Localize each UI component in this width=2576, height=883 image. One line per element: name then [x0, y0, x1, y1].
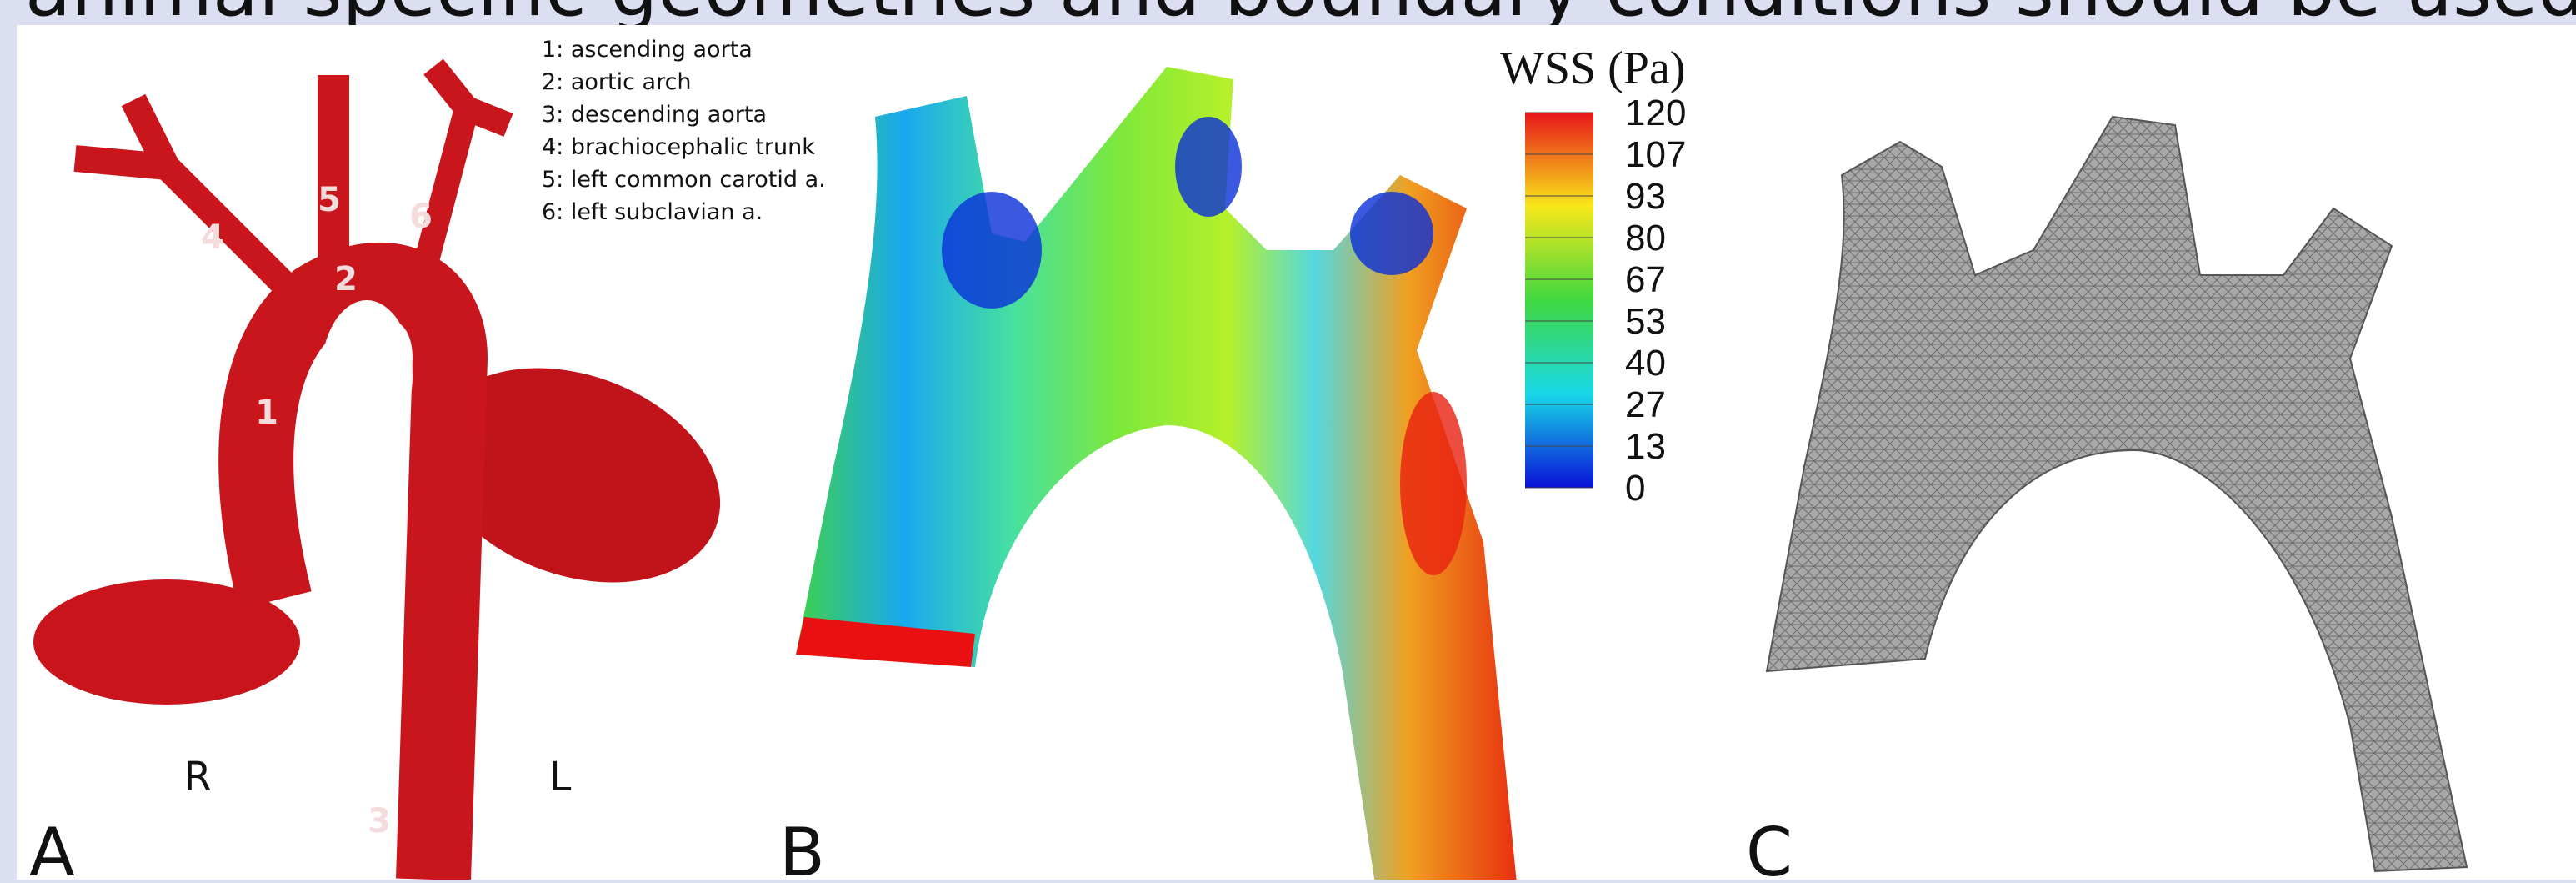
vessel-number: 5 [318, 181, 341, 219]
legend-item: 4: brachiocephalic trunk [542, 134, 815, 160]
colorbar-title: WSS (Pa) [1500, 43, 1685, 94]
colorbar-tick-label: 0 [1625, 468, 1645, 509]
colorbar-tick-label: 80 [1625, 218, 1666, 258]
colorbar-tick-label: 27 [1625, 384, 1666, 425]
legend-item: 5: left common carotid a. [542, 167, 826, 193]
vessel-number: 2 [334, 260, 358, 299]
colorbar-tick-label: 120 [1625, 93, 1686, 133]
colorbar-tick-label: 107 [1625, 134, 1686, 175]
vessel-number: 6 [409, 198, 433, 236]
colorbar-tick-label: 67 [1625, 259, 1666, 300]
side-label: L [549, 754, 572, 800]
panel-label: C [1746, 814, 1793, 880]
panel-label: B [779, 814, 825, 880]
colorbar-tick-label: 13 [1625, 426, 1666, 467]
legend-item: 3: descending aorta [542, 102, 767, 128]
colorbar-tick-label: 93 [1625, 176, 1666, 217]
page: animal specific geometries and boundary … [0, 0, 2576, 880]
legend-item: 1: ascending aorta [542, 37, 753, 63]
legend-item: 6: left subclavian a. [542, 199, 763, 225]
vessel-number: 1 [255, 394, 278, 432]
vessel-number: 4 [201, 218, 224, 257]
side-label: R [183, 754, 211, 800]
panel-label: A [29, 814, 75, 880]
figure: animal specific geometries and boundary … [0, 0, 2576, 880]
colorbar-tick-label: 40 [1625, 343, 1666, 384]
colorbar-tick-label: 53 [1625, 301, 1666, 342]
legend-item: 2: aortic arch [542, 69, 692, 95]
vessel-number: 3 [368, 802, 391, 840]
colorbar [1525, 113, 1593, 488]
